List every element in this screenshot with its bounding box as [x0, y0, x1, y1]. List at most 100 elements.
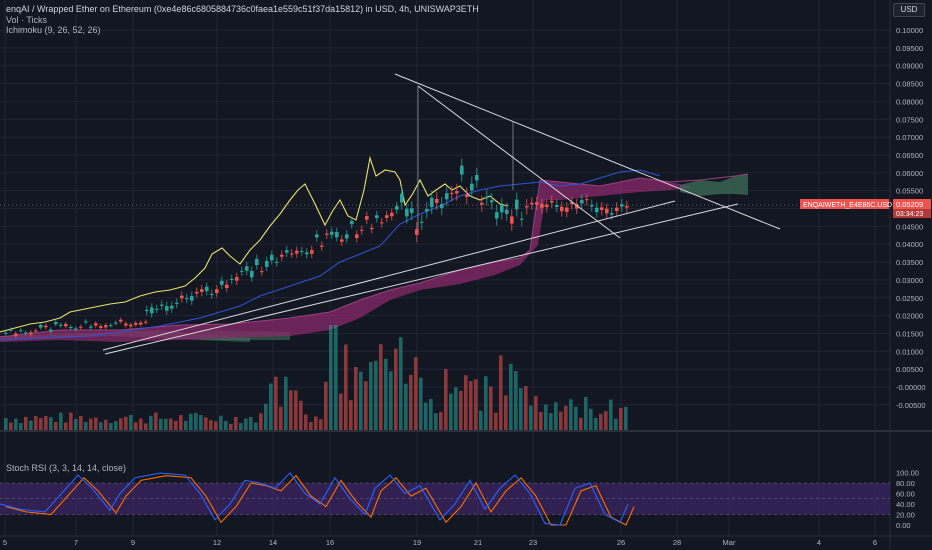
time-tick-label: 6 — [873, 538, 877, 547]
candle-body — [260, 271, 264, 273]
volume-bar — [594, 417, 598, 430]
candle-body — [59, 324, 63, 326]
candle-body — [315, 234, 319, 238]
candle-body — [210, 293, 214, 295]
volume-bar — [244, 418, 248, 430]
volume-bar — [444, 368, 448, 430]
volume-bar — [519, 388, 523, 430]
volume-bar — [294, 390, 298, 430]
volume-bar — [124, 416, 128, 430]
candle-body — [520, 218, 524, 220]
candle-body — [355, 234, 359, 238]
volume-bar — [459, 390, 463, 430]
candle-body — [49, 329, 53, 332]
time-tick-label: 26 — [617, 538, 625, 547]
ticker-label-tag — [800, 199, 889, 209]
candle-body — [99, 326, 103, 328]
volume-bar — [384, 358, 388, 430]
time-tick-label: 23 — [529, 538, 537, 547]
volume-bar — [329, 325, 333, 430]
candle-body — [139, 322, 143, 325]
candle-body — [525, 206, 529, 208]
candle-body — [490, 200, 494, 203]
currency-button[interactable]: USD — [893, 3, 925, 17]
candle-body — [430, 197, 434, 208]
candle-body — [395, 205, 399, 210]
volume-bar — [579, 417, 583, 430]
volume-bar — [54, 421, 58, 430]
candle-body — [470, 183, 474, 191]
candle-body — [435, 198, 439, 203]
volume-bar — [289, 390, 293, 430]
candle-body — [150, 307, 154, 314]
volume-bar — [529, 405, 533, 430]
volume-bar — [39, 418, 43, 430]
time-tick-label: 21 — [474, 538, 482, 547]
candle-body — [385, 215, 389, 218]
candle-body — [595, 207, 599, 213]
volume-bar — [14, 418, 18, 430]
volume-bar — [104, 419, 108, 430]
stoch-tick-label: 40.00 — [896, 500, 915, 509]
volume-bar — [484, 376, 488, 430]
stoch-d-line — [5, 474, 635, 526]
candle-body — [29, 332, 33, 335]
volume-bar — [79, 415, 83, 430]
volume-bar — [429, 398, 433, 430]
price-tick-label: 0.03500 — [896, 258, 923, 267]
volume-bar — [299, 400, 303, 430]
price-tick-label: 0.04500 — [896, 222, 923, 231]
kijun-line — [0, 169, 661, 341]
volume-bar — [359, 371, 363, 430]
volume-bar — [29, 420, 33, 430]
candle-body — [34, 330, 38, 332]
volume-bar — [114, 421, 118, 430]
candle-body — [610, 213, 614, 215]
candle-body — [335, 232, 339, 238]
stoch-tick-label: 100.00 — [896, 469, 919, 478]
trendline-upper — [394, 73, 781, 230]
volume-bar — [339, 393, 343, 430]
candle-body — [24, 332, 28, 334]
price-tick-label: -0.00000 — [896, 383, 926, 392]
price-tick-label: 0.09000 — [896, 62, 923, 71]
price-tick-label: 0.02500 — [896, 294, 923, 303]
volume-bar — [439, 412, 443, 430]
candle-body — [235, 277, 239, 281]
candle-body — [185, 298, 189, 300]
volume-bar — [9, 422, 13, 430]
volume-bar — [464, 375, 468, 430]
candle-body — [465, 194, 469, 198]
time-tick-label: 14 — [269, 538, 277, 547]
candle-body — [370, 227, 374, 230]
volume-bar — [479, 410, 483, 430]
volume-bar — [89, 418, 93, 430]
candle-body — [410, 208, 414, 213]
volume-bar — [334, 325, 338, 430]
volume-bar — [284, 376, 288, 430]
candle-body — [425, 209, 429, 212]
candle-body — [505, 209, 509, 214]
time-tick-label: 28 — [673, 538, 681, 547]
price-tick-label: 0.01000 — [896, 347, 923, 356]
candle-body — [625, 206, 629, 208]
candle-body — [39, 324, 43, 328]
price-tick-label: 0.10000 — [896, 26, 923, 35]
candle-body — [420, 221, 424, 223]
candle-body — [175, 302, 179, 304]
volume-bar — [254, 422, 258, 430]
volume-bar — [504, 395, 508, 430]
candle-body — [515, 199, 519, 210]
volume-bar — [614, 418, 618, 430]
candle-body — [44, 325, 48, 328]
volume-bar — [619, 407, 623, 430]
volume-bar — [319, 419, 323, 430]
volume-bar — [609, 399, 613, 430]
ichimoku-legend: Ichimoku (9, 26, 52, 26) — [6, 25, 101, 35]
trendline-descending — [417, 85, 621, 239]
volume-bar — [269, 383, 273, 430]
volume-bar — [409, 374, 413, 430]
candle-body — [330, 231, 334, 235]
candle-body — [495, 212, 499, 219]
